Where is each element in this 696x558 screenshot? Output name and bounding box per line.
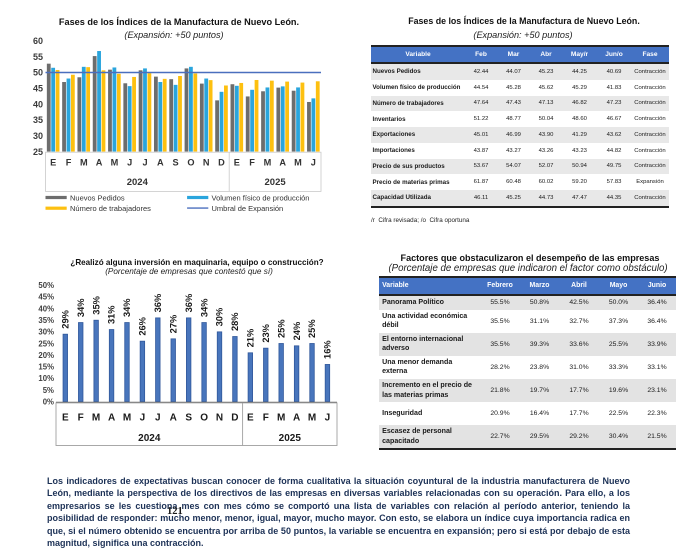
svg-text:A: A: [279, 158, 286, 168]
svg-text:F: F: [263, 412, 269, 423]
svg-text:34%: 34%: [122, 298, 132, 317]
svg-text:Volumen físico de producción: Volumen físico de producción: [212, 193, 310, 202]
svg-text:28%: 28%: [230, 312, 240, 331]
svg-text:O: O: [187, 158, 194, 168]
svg-text:31%: 31%: [107, 305, 117, 324]
svg-text:M: M: [92, 412, 100, 423]
svg-text:2025: 2025: [279, 433, 302, 444]
svg-text:S: S: [185, 412, 192, 423]
svg-text:5%: 5%: [43, 386, 54, 395]
svg-text:25%: 25%: [307, 319, 317, 338]
svg-text:E: E: [50, 158, 56, 168]
svg-text:M: M: [308, 412, 316, 423]
svg-text:50%: 50%: [38, 281, 54, 290]
svg-text:35: 35: [33, 115, 43, 125]
svg-text:M: M: [264, 158, 272, 168]
svg-text:2024: 2024: [127, 177, 149, 188]
svg-text:M: M: [80, 158, 88, 168]
svg-text:0%: 0%: [43, 398, 54, 407]
svg-text:10%: 10%: [38, 374, 54, 383]
svg-text:J: J: [311, 158, 316, 168]
svg-text:A: A: [170, 412, 177, 423]
svg-text:2024: 2024: [138, 433, 161, 444]
svg-text:34%: 34%: [199, 298, 209, 317]
svg-text:J: J: [155, 412, 161, 423]
svg-text:E: E: [247, 412, 254, 423]
svg-text:2025: 2025: [265, 177, 287, 188]
svg-text:36%: 36%: [184, 293, 194, 312]
svg-text:M: M: [277, 412, 285, 423]
svg-text:Número de trabajadores: Número de trabajadores: [70, 204, 151, 213]
svg-text:M: M: [123, 412, 131, 423]
svg-text:35%: 35%: [38, 316, 54, 325]
svg-text:N: N: [203, 158, 210, 168]
svg-text:D: D: [231, 412, 238, 423]
svg-text:F: F: [78, 412, 84, 423]
svg-text:J: J: [127, 158, 132, 168]
svg-text:29%: 29%: [61, 309, 71, 328]
svg-text:J: J: [325, 412, 331, 423]
svg-text:Nuevos Pedidos: Nuevos Pedidos: [70, 193, 125, 202]
svg-text:26%: 26%: [138, 316, 148, 335]
svg-text:16%: 16%: [323, 340, 333, 359]
svg-text:O: O: [200, 412, 208, 423]
svg-text:M: M: [111, 158, 119, 168]
svg-text:30%: 30%: [38, 328, 54, 337]
svg-text:E: E: [234, 158, 240, 168]
svg-text:25%: 25%: [38, 339, 54, 348]
svg-text:M: M: [294, 158, 302, 168]
svg-text:40%: 40%: [38, 304, 54, 313]
svg-text:30%: 30%: [215, 307, 225, 326]
svg-text:F: F: [66, 158, 72, 168]
svg-text:E: E: [62, 412, 69, 423]
svg-text:J: J: [142, 158, 147, 168]
svg-text:Umbral de Expansión: Umbral de Expansión: [212, 204, 284, 213]
svg-text:55: 55: [33, 52, 43, 62]
svg-text:23%: 23%: [261, 323, 271, 342]
svg-text:S: S: [173, 158, 179, 168]
svg-text:A: A: [293, 412, 300, 423]
svg-text:24%: 24%: [292, 321, 302, 340]
svg-text:30: 30: [33, 131, 43, 141]
svg-text:21%: 21%: [246, 328, 256, 347]
svg-text:60: 60: [33, 36, 43, 46]
svg-text:A: A: [157, 158, 164, 168]
svg-text:34%: 34%: [76, 298, 86, 317]
svg-text:27%: 27%: [168, 314, 178, 333]
svg-text:45: 45: [33, 84, 43, 94]
svg-text:25: 25: [33, 147, 43, 157]
svg-text:F: F: [249, 158, 255, 168]
svg-text:35%: 35%: [91, 295, 101, 314]
svg-text:50: 50: [33, 68, 43, 78]
svg-text:J: J: [140, 412, 146, 423]
svg-text:A: A: [96, 158, 103, 168]
svg-text:45%: 45%: [38, 293, 54, 302]
svg-text:25%: 25%: [276, 319, 286, 338]
svg-text:40: 40: [33, 99, 43, 109]
svg-text:15%: 15%: [38, 363, 54, 372]
svg-text:36%: 36%: [153, 293, 163, 312]
svg-text:N: N: [216, 412, 223, 423]
svg-text:D: D: [218, 158, 225, 168]
svg-text:A: A: [108, 412, 115, 423]
svg-text:20%: 20%: [38, 351, 54, 360]
